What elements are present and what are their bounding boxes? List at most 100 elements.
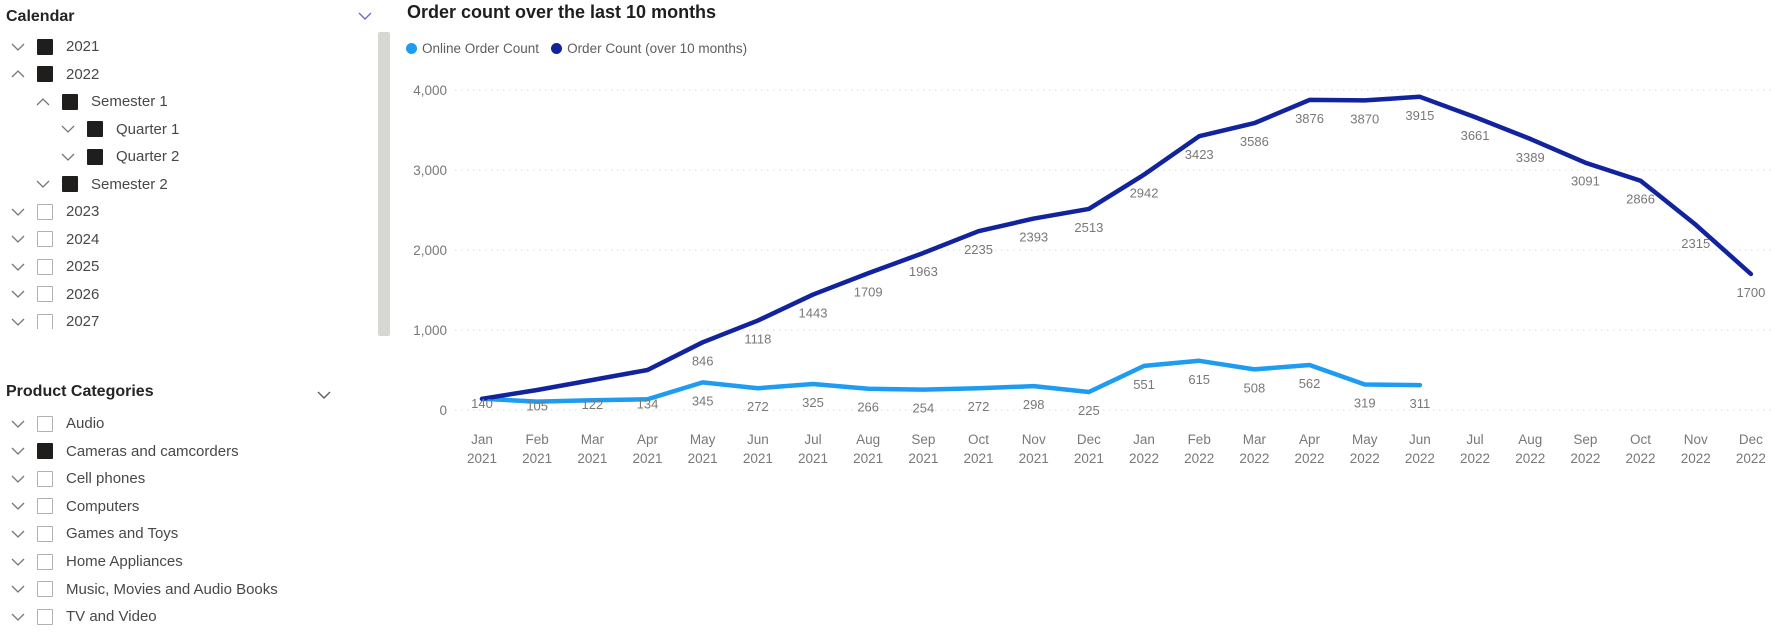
product-category-item-computers[interactable]: Computers bbox=[0, 493, 370, 520]
data-label: 272 bbox=[968, 399, 990, 414]
line-series-order-count-over-10-months-[interactable] bbox=[479, 94, 1754, 402]
calendar-item-semester-2[interactable]: Semester 2 bbox=[0, 171, 370, 198]
calendar-collapse-icon[interactable] bbox=[357, 8, 373, 26]
data-label: 3870 bbox=[1350, 111, 1379, 126]
y-axis-tick-label: 1,000 bbox=[413, 323, 447, 338]
chevron-down-icon[interactable] bbox=[10, 584, 26, 594]
chevron-down-icon[interactable] bbox=[60, 124, 76, 134]
checked-checkbox[interactable] bbox=[62, 93, 78, 110]
product-category-item-tv-and-video[interactable]: TV and Video bbox=[0, 603, 370, 630]
chart-title: Order count over the last 10 months bbox=[407, 2, 717, 22]
data-label: 551 bbox=[1133, 377, 1155, 392]
product-category-item-label: Audio bbox=[66, 415, 105, 432]
unchecked-checkbox[interactable] bbox=[37, 470, 53, 487]
calendar-slicer-title: Calendar bbox=[6, 8, 75, 25]
calendar-item-quarter-1[interactable]: Quarter 1 bbox=[0, 116, 370, 143]
chevron-down-icon[interactable] bbox=[10, 207, 26, 217]
x-axis-tick-label: Aug 2021 bbox=[853, 432, 883, 466]
data-label: 3876 bbox=[1295, 111, 1324, 126]
y-axis-tick-label: 0 bbox=[439, 403, 447, 418]
x-axis-tick-label: Jul 2021 bbox=[798, 432, 828, 466]
legend-item-order-count-over-10-months-[interactable]: Order Count (over 10 months) bbox=[551, 41, 747, 56]
product-category-item-music-movies-and-audio-books[interactable]: Music, Movies and Audio Books bbox=[0, 576, 370, 603]
unchecked-checkbox[interactable] bbox=[37, 553, 53, 570]
checked-checkbox[interactable] bbox=[62, 176, 78, 192]
data-label: 3091 bbox=[1571, 174, 1600, 189]
calendar-item-2023[interactable]: 2023 bbox=[0, 198, 370, 225]
x-axis-tick-label: Sep 2022 bbox=[1570, 432, 1600, 466]
calendar-item-2021[interactable]: 2021 bbox=[0, 33, 370, 60]
chevron-down-icon[interactable] bbox=[60, 152, 76, 162]
data-label: 225 bbox=[1078, 403, 1100, 418]
checked-checkbox[interactable] bbox=[87, 148, 103, 165]
chevron-down-icon[interactable] bbox=[10, 317, 26, 327]
unchecked-checkbox[interactable] bbox=[37, 258, 53, 275]
x-axis-tick-label: Feb 2022 bbox=[1184, 432, 1214, 466]
legend-dot-icon bbox=[551, 43, 563, 54]
checked-checkbox[interactable] bbox=[37, 443, 53, 460]
data-label: 508 bbox=[1244, 380, 1266, 395]
calendar-item-label: 2025 bbox=[66, 258, 100, 275]
line-series-online-order-count[interactable] bbox=[479, 358, 1423, 404]
legend-label: Order Count (over 10 months) bbox=[567, 41, 748, 56]
chevron-down-icon[interactable] bbox=[10, 557, 26, 567]
x-axis-tick-label: Jan 2022 bbox=[1129, 432, 1159, 466]
checked-checkbox[interactable] bbox=[37, 38, 53, 55]
unchecked-checkbox[interactable] bbox=[37, 286, 53, 302]
unchecked-checkbox[interactable] bbox=[37, 525, 53, 542]
checked-checkbox[interactable] bbox=[37, 66, 53, 82]
calendar-item-2024[interactable]: 2024 bbox=[0, 226, 370, 253]
chevron-down-icon[interactable] bbox=[10, 501, 26, 511]
chevron-down-icon[interactable] bbox=[10, 262, 26, 272]
chevron-up-icon[interactable] bbox=[10, 69, 26, 79]
unchecked-checkbox[interactable] bbox=[37, 498, 53, 515]
data-label: 3915 bbox=[1405, 108, 1434, 123]
data-label: 325 bbox=[802, 395, 824, 410]
data-label: 122 bbox=[581, 397, 603, 412]
calendar-item-2027[interactable]: 2027 bbox=[0, 308, 370, 329]
chevron-down-icon[interactable] bbox=[10, 474, 26, 484]
checked-checkbox[interactable] bbox=[87, 121, 103, 137]
calendar-item-quarter-2[interactable]: Quarter 2 bbox=[0, 143, 370, 170]
product-category-item-cell-phones[interactable]: Cell phones bbox=[0, 465, 370, 492]
product-category-item-cameras-and-camcorders[interactable]: Cameras and camcorders bbox=[0, 438, 370, 465]
calendar-item-2022[interactable]: 2022 bbox=[0, 61, 370, 88]
calendar-tree: 2021 2022 Semester 1 Quarter 1 Quarter 2 Seme… bbox=[0, 33, 370, 329]
product-category-item-audio[interactable]: Audio bbox=[0, 410, 370, 437]
data-label: 3586 bbox=[1240, 134, 1269, 149]
product-categories-collapse-icon[interactable] bbox=[316, 387, 332, 405]
x-axis-tick-label: Apr 2022 bbox=[1295, 432, 1325, 466]
data-label: 319 bbox=[1354, 395, 1376, 410]
x-axis-tick-label: Oct 2022 bbox=[1626, 432, 1656, 466]
data-label: 1709 bbox=[854, 284, 883, 299]
legend-item-online-order-count[interactable]: Online Order Count bbox=[406, 41, 539, 56]
calendar-scrollbar[interactable] bbox=[378, 32, 390, 336]
chevron-down-icon[interactable] bbox=[10, 612, 26, 622]
chevron-down-icon[interactable] bbox=[10, 419, 26, 429]
calendar-item-semester-1[interactable]: Semester 1 bbox=[0, 88, 370, 115]
x-axis-tick-label: Jul 2022 bbox=[1460, 432, 1490, 466]
chevron-down-icon[interactable] bbox=[10, 446, 26, 456]
x-axis-tick-label: Jan 2021 bbox=[467, 432, 497, 466]
calendar-item-2025[interactable]: 2025 bbox=[0, 253, 370, 280]
unchecked-checkbox[interactable] bbox=[37, 608, 53, 625]
unchecked-checkbox[interactable] bbox=[37, 313, 53, 329]
chevron-down-icon[interactable] bbox=[10, 289, 26, 299]
chevron-down-icon[interactable] bbox=[10, 42, 26, 52]
chevron-down-icon[interactable] bbox=[10, 529, 26, 539]
y-axis-tick-label: 3,000 bbox=[413, 163, 447, 178]
unchecked-checkbox[interactable] bbox=[37, 203, 53, 220]
chevron-up-icon[interactable] bbox=[35, 97, 51, 107]
data-label: 3661 bbox=[1461, 128, 1490, 143]
unchecked-checkbox[interactable] bbox=[37, 231, 53, 247]
data-label: 1443 bbox=[799, 306, 828, 321]
product-category-item-games-and-toys[interactable]: Games and Toys bbox=[0, 520, 370, 547]
product-category-item-home-appliances[interactable]: Home Appliances bbox=[0, 548, 370, 575]
unchecked-checkbox[interactable] bbox=[37, 581, 53, 598]
chevron-down-icon[interactable] bbox=[10, 234, 26, 244]
calendar-item-2026[interactable]: 2026 bbox=[0, 281, 370, 308]
chart-legend: Online Order Count Order Count (over 10 m… bbox=[406, 41, 747, 56]
chevron-down-icon[interactable] bbox=[35, 179, 51, 189]
unchecked-checkbox[interactable] bbox=[37, 415, 53, 432]
